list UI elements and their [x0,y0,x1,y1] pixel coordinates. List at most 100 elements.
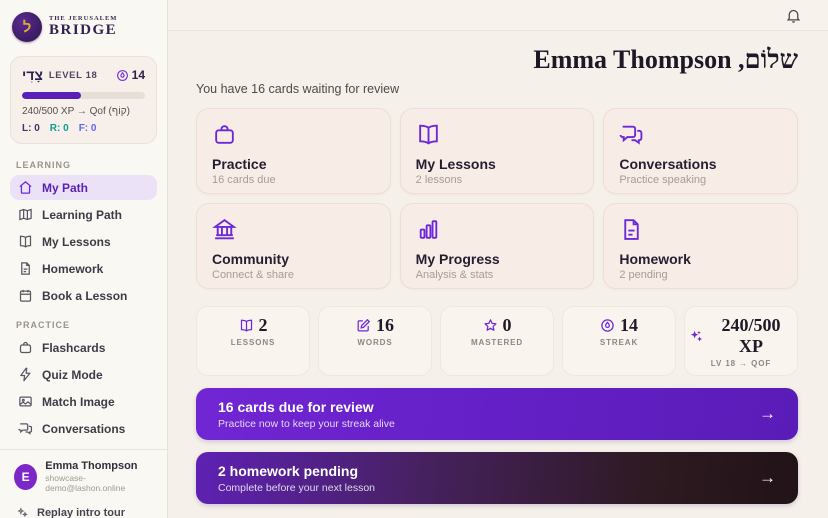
app-logo[interactable]: ל THE JERUSALEM BRIDGE [10,10,157,52]
stat-value: 14 [620,315,638,335]
counter-l: L: 0 [22,123,40,134]
stat-value: 240/500 XP [721,315,781,356]
card-title: Practice [212,156,267,172]
card-subtitle: Connect & share [212,269,294,281]
brand-name: BRIDGE [49,22,118,38]
section-label-practice: PRACTICE [16,320,71,330]
user-profile[interactable]: E Emma Thompson showcase-demo@lashon.onl… [10,458,157,501]
lrf-counters: L: 0 R: 0 F: 0 [22,123,145,134]
image-icon [18,394,33,409]
sidebar-divider [0,449,167,450]
card-subtitle: 2 lessons [415,174,463,186]
counter-f: F: 0 [78,123,97,134]
open-book-icon [239,318,254,333]
hebrew-letter-label: צָדִי [22,67,43,83]
homework-pending-banner[interactable]: 2 homework pending Complete before your … [196,452,798,504]
card-conversations[interactable]: Conversations Practice speaking [603,108,798,194]
sidebar-item-my-path[interactable]: My Path [10,175,157,200]
sidebar-item-label: My Lessons [42,234,111,249]
stat-value: 2 [258,315,268,335]
xp-text: 240/500 XP → Qof (קוֹף) [22,106,130,117]
brand-top-line: THE JERUSALEM [49,15,118,22]
map-icon [18,207,33,222]
main-area: שלוֹם, Emma Thompson You have 16 cards w… [168,0,828,518]
sidebar-item-conversations[interactable]: Conversations [10,416,157,441]
sidebar: ל THE JERUSALEM BRIDGE צָדִי LEVEL 18 14… [0,0,168,518]
stat-label: WORDS [357,338,393,347]
sidebar-item-flashcards[interactable]: Flashcards [10,335,157,360]
stat-label: LV 18 → QOF [710,359,772,368]
dashboard-content: שלוֹם, Emma Thompson You have 16 cards w… [168,31,828,518]
stat-label: MASTERED [470,338,524,347]
brand-text: THE JERUSALEM BRIDGE [49,15,117,39]
card-homework[interactable]: Homework 2 pending [603,203,798,289]
stats-row: 2 LESSONS 16 WORDS 0 [196,306,798,376]
logo-badge-icon: ל [12,12,42,42]
chat-bubbles-icon [619,122,782,147]
sidebar-item-label: Conversations [42,421,126,436]
card-my-progress[interactable]: My Progress Analysis & stats [399,203,595,289]
card-community[interactable]: Community Connect & share [196,203,391,289]
sidebar-item-learning-path[interactable]: Learning Path [10,202,157,227]
arrow-right-icon: → [759,468,776,487]
arrow-right-icon: → [759,404,776,423]
calendar-icon [18,288,33,303]
sidebar-item-label: Match Image [42,394,115,409]
replay-intro-tour-button[interactable]: Replay intro tour [10,501,157,518]
cards-due-banner[interactable]: 16 cards due for review Practice now to … [196,388,798,440]
avatar: E [14,463,38,490]
stat-label: STREAK [599,338,639,347]
stat-streak[interactable]: 14 STREAK [562,306,676,376]
review-reminder-text: You have 16 cards waiting for review [196,82,400,96]
sidebar-item-book-a-lesson[interactable]: Book a Lesson [10,283,157,308]
xp-progress-bar [22,92,145,99]
flame-circle-icon [116,69,129,82]
open-book-icon [18,234,33,249]
page-title-greeting: שלוֹם, Emma Thompson [533,45,798,75]
stat-lessons[interactable]: 2 LESSONS [196,306,310,376]
card-title: Conversations [619,156,717,172]
chat-bubbles-icon [18,421,33,436]
card-subtitle: Practice speaking [619,174,707,186]
sparkle-icon [16,506,29,518]
home-icon [18,180,33,195]
user-email: showcase-demo@lashon.online [45,473,126,493]
sidebar-item-quiz-mode[interactable]: Quiz Mode [10,362,157,387]
stat-value: 16 [376,315,394,335]
banner-subtitle: Complete before your next lesson [218,481,376,494]
document-icon [18,261,33,276]
sidebar-item-label: Quiz Mode [42,367,103,382]
stat-mastered[interactable]: 0 MASTERED [440,306,554,376]
section-label-learning: LEARNING [16,160,71,170]
card-subtitle: 16 cards due [212,174,276,186]
banner-title: 16 cards due for review [218,398,374,415]
stat-words[interactable]: 16 WORDS [318,306,432,376]
bank-icon [212,217,375,242]
sidebar-item-homework[interactable]: Homework [10,256,157,281]
pencil-icon [356,318,371,333]
document-icon [619,217,782,242]
level-progress-card[interactable]: צָדִי LEVEL 18 14 240/500 XP → Qof (קוֹף… [10,56,157,144]
card-subtitle: 2 pending [619,269,668,281]
card-title: My Progress [415,251,500,267]
card-title: Homework [619,251,691,267]
xp-progress-fill [22,92,82,99]
streak-counter: 14 [116,68,145,82]
notification-bell-icon[interactable] [785,7,802,24]
sidebar-item-match-image[interactable]: Match Image [10,389,157,414]
card-my-lessons[interactable]: My Lessons 2 lessons [399,108,595,194]
level-label: LEVEL 18 [48,69,98,81]
card-practice[interactable]: Practice 16 cards due [196,108,391,194]
sidebar-item-label: Flashcards [42,340,106,355]
user-name: Emma Thompson [45,460,138,472]
sidebar-item-my-lessons[interactable]: My Lessons [10,229,157,254]
replay-intro-tour-label: Replay intro tour [37,506,126,518]
card-title: Community [212,251,289,267]
stat-xp[interactable]: 240/500 XP LV 18 → QOF [684,306,798,376]
bar-chart-icon [416,217,579,242]
stat-value: 0 [502,315,512,335]
sidebar-item-label: Book a Lesson [42,288,128,303]
banner-subtitle: Practice now to keep your streak alive [218,417,395,430]
card-stack-icon [212,122,375,147]
star-icon [483,318,498,333]
